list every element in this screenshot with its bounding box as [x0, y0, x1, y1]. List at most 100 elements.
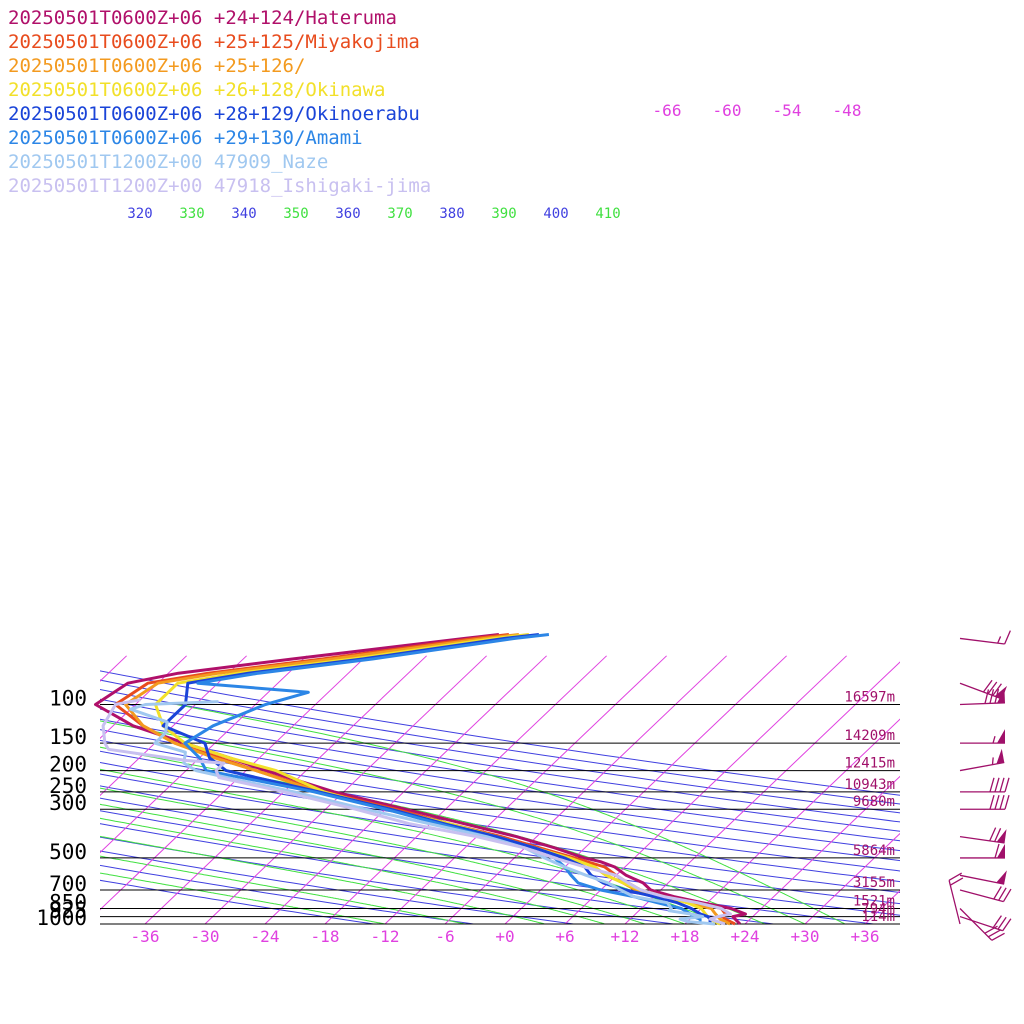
height-label: 16597m [844, 690, 895, 706]
isotherm-line [324, 655, 607, 925]
dry-adiabat-line [100, 718, 900, 842]
wind-barb [959, 915, 1012, 932]
temperature-tick-label: -6 [435, 927, 454, 946]
moist-adiabat-line [176, 704, 846, 925]
wind-barb-pennant [997, 843, 1005, 858]
height-label: 794m [861, 902, 895, 918]
wind-barb-half-feather [991, 757, 994, 765]
wind-barb-feather [949, 877, 964, 886]
wind-barb-pennant [994, 685, 1008, 699]
legend: 20250501T0600Z+06 +24+124/Hateruma 202505… [8, 6, 431, 198]
pressure-tick-label: 250 [49, 774, 87, 798]
legend-entry: 20250501T1200Z+00 47918_Ishigaki-jima [8, 175, 432, 197]
wind-barb-pennant [996, 748, 1005, 764]
wind-barb-feather [999, 795, 1005, 810]
sounding-line [161, 633, 712, 925]
legend-entry: 20250501T1200Z+00 47909_Naze [8, 151, 329, 173]
temperature-tick-label: +0 [495, 927, 514, 946]
wind-barb [959, 886, 1012, 903]
wind-barb-feather [1004, 795, 1010, 810]
wind-barb-feather [998, 887, 1007, 901]
wind-barb-feather [991, 932, 1005, 941]
wind-barb [959, 908, 1005, 941]
temperature-tick-label: -12 [371, 927, 400, 946]
wind-barbs [948, 630, 1012, 941]
dry-adiabat-line [100, 739, 900, 862]
legend-entry: 20250501T0600Z+06 +26+128/Okinawa [8, 79, 386, 101]
upper-isotherm-label: -66 [653, 101, 682, 120]
upper-isotherm-label: -54 [773, 101, 802, 120]
theta-label: 380 [439, 206, 464, 222]
dry-adiabat-line [100, 797, 900, 916]
dry-adiabat-line [100, 761, 900, 883]
height-label: 10943m [844, 777, 895, 793]
wind-barb [959, 679, 1008, 700]
height-label: 5864m [853, 843, 895, 859]
dry-adiabat-line [100, 679, 900, 805]
wind-barb [959, 870, 1007, 885]
wind-barb-feather [994, 795, 1000, 810]
temperature-tick-label: +30 [791, 927, 820, 946]
wind-barb-half-feather [997, 636, 1002, 644]
legend-entry: 20250501T0600Z+06 +29+130/Amami [8, 127, 363, 149]
temperature-tick-label: -36 [131, 927, 160, 946]
moist-adiabat-line [100, 817, 606, 925]
wind-barb-feather [984, 925, 998, 934]
pressure-tick-label: 700 [49, 872, 87, 896]
isotherm-line [504, 655, 787, 925]
dry-adiabat-line [100, 689, 900, 814]
height-label: 9680m [853, 794, 895, 810]
pressure-tick-label: 1000 [36, 906, 87, 930]
wind-barb-feather [992, 915, 1002, 929]
sounding-profiles [94, 633, 747, 926]
height-label: 14209m [844, 728, 895, 744]
wind-barb-pennant [997, 729, 1005, 744]
wind-barb-feather [989, 795, 995, 810]
wind-barb-shaft [959, 908, 993, 941]
wind-barb-pennant [996, 688, 1005, 704]
pressure-tick-label: 150 [49, 725, 87, 749]
dry-adiabat-line [100, 670, 900, 796]
isotherm-line [100, 655, 307, 854]
pressure-tick-label: 100 [49, 687, 87, 711]
wind-barb-feather [1002, 888, 1012, 902]
wind-barb-feather [993, 886, 1002, 900]
isotherm-line [624, 661, 900, 925]
upper-isotherm-label: -60 [713, 101, 742, 120]
wind-barb-feather [987, 681, 998, 695]
wind-barb [959, 827, 1007, 844]
theta-label: 370 [387, 206, 412, 222]
wind-barb [948, 872, 964, 925]
wind-barb-feather [948, 872, 963, 881]
isotherm-line [444, 655, 727, 925]
theta-label: 410 [595, 206, 620, 222]
wind-barb-shaft [959, 637, 1005, 645]
sounding-line [94, 633, 747, 926]
wind-barb-pennant [996, 870, 1007, 885]
temperature-tick-label: +18 [671, 927, 700, 946]
isotherm-line [100, 655, 247, 797]
pressure-tick-label: 300 [49, 791, 87, 815]
temperature-tick-label: -18 [311, 927, 340, 946]
wind-barb-feather [987, 929, 1002, 938]
wind-barb-feather [994, 828, 1002, 842]
wind-barb [959, 688, 1005, 706]
isotherm-line [204, 655, 487, 925]
height-label: 114m [861, 909, 895, 925]
dry-adiabat-line [100, 773, 900, 893]
sounding-line [101, 698, 732, 926]
dry-adiabat-line [100, 879, 374, 925]
wind-barb [959, 748, 1005, 772]
wind-barb [960, 777, 1010, 793]
dry-adiabat-line [100, 708, 900, 832]
theta-label: 360 [335, 206, 360, 222]
theta-label: 400 [543, 206, 568, 222]
legend-entry: 20250501T0600Z+06 +25+125/Miyakojima [8, 31, 420, 53]
temperature-tick-label: -30 [191, 927, 220, 946]
wind-barb-feather [994, 688, 1000, 704]
dry-adiabat-line [100, 864, 474, 925]
wind-barb-feather [984, 689, 990, 704]
dry-adiabat-line [100, 850, 574, 925]
wind-barb-shaft [959, 761, 1005, 772]
